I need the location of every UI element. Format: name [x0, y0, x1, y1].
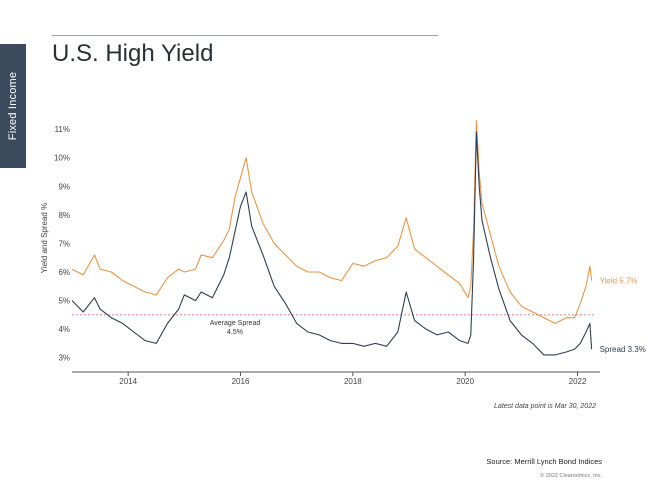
y-tick-label: 10% — [54, 154, 70, 163]
y-tick-label: 5% — [58, 297, 70, 306]
y-axis-label: Yield and Spread % — [40, 203, 49, 273]
x-tick-label: 2014 — [119, 377, 137, 386]
top-divider — [52, 35, 438, 36]
y-tick-label: 9% — [58, 182, 70, 191]
y-tick-label: 8% — [58, 211, 70, 220]
y-tick-label: 6% — [58, 268, 70, 277]
x-tick-label: 2018 — [344, 377, 362, 386]
x-tick-label: 2016 — [232, 377, 250, 386]
x-tick-label: 2020 — [456, 377, 474, 386]
spread-series-line — [71, 131, 593, 356]
y-tick-label: 11% — [55, 125, 70, 134]
source-text: Source: Merrill Lynch Bond Indices — [486, 457, 602, 466]
y-tick-label: 4% — [58, 325, 70, 334]
y-tick-label: 3% — [58, 354, 70, 363]
x-tick-label: 2022 — [569, 377, 587, 386]
y-tick-label: 7% — [58, 239, 70, 248]
section-tab: Fixed Income — [0, 44, 26, 168]
latest-data-note: Latest data point is Mar 30, 2022 — [494, 403, 596, 410]
copyright-text: © 2022 Clearnomics, Inc. — [540, 473, 602, 479]
yield-end-label: Yield 5.7% — [600, 277, 638, 286]
spread-end-label: Spread 3.3% — [600, 345, 646, 354]
average-spread-label: Average Spread — [210, 320, 261, 327]
average-spread-value: 4.5% — [227, 329, 243, 336]
yield-series-line — [71, 120, 593, 324]
page-title: U.S. High Yield — [52, 40, 214, 67]
